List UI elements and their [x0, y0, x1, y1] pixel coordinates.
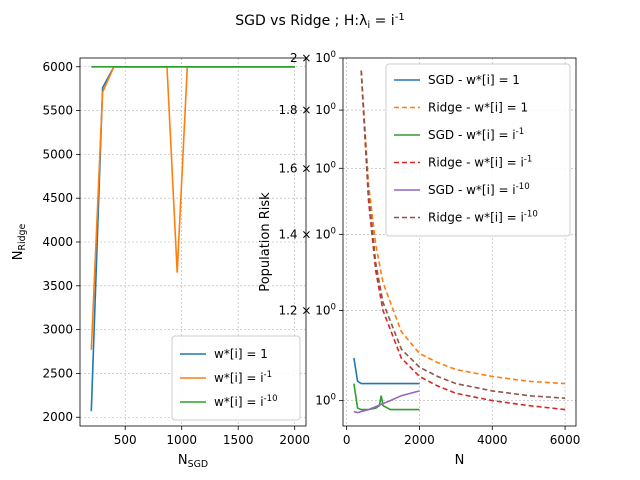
legend-entry: Ridge - w*[i] = i-1​: [428, 155, 532, 170]
y-axis-label: Population Risk: [258, 192, 273, 292]
y-tick-label: 3000: [42, 323, 73, 337]
legend-entry: w*[i] = 1: [214, 347, 268, 361]
y-axis-label: NRidge​: [11, 224, 28, 261]
x-tick-label: 1500: [223, 433, 254, 447]
y-tick-label: 100​: [315, 393, 336, 408]
axes-frame: [342, 57, 577, 427]
y-tick-label: 2 × 100​: [290, 50, 336, 65]
legend: SGD - w*[i] = 1 Ridge - w*[i] = 1 SGD - w*…: [385, 63, 571, 237]
y-tick-label: 4500: [42, 191, 73, 205]
x-tick-label: 1000: [166, 433, 197, 447]
figure-title: SGD vs Ridge ; H:λi​ = i-1​: [235, 12, 405, 31]
axes-frame: [79, 57, 307, 427]
x-tick-label: 6000: [550, 433, 581, 447]
y-tick-label: 2000: [42, 410, 73, 424]
series-line-6: [360, 70, 566, 399]
right-subplot: 0 2000 4000 6000 100​ 1.2 × 100​ 1.4 × 100​ 1.6…: [258, 50, 580, 468]
series-line-2: [360, 70, 566, 385]
y-tick-label: 5000: [42, 147, 73, 161]
legend: w*[i] = 1 w*[i] = i-1​ w*[i] = i-10​: [171, 335, 301, 421]
legend-entry: w*[i] = i-10​: [214, 394, 278, 409]
y-tick-label: 2500: [42, 366, 73, 380]
x-tick-label: 2000: [279, 433, 310, 447]
left-subplot: 500 1000 1500 2000 2000 2500 3000 3500 4000 4500 5…: [11, 57, 310, 470]
x-tick-label: 500: [114, 433, 137, 447]
x-tick-label: 2000: [404, 433, 435, 447]
y-tick-label: 1.2 × 100​: [278, 303, 336, 318]
y-tick-label: 5500: [42, 104, 73, 118]
legend-entry: SGD - w*[i] = i-10​: [428, 182, 530, 197]
y-tick-label: 1.6 × 100​: [278, 160, 336, 175]
x-tick-label: 0: [343, 433, 351, 447]
series-line-5: [353, 390, 420, 414]
legend-entry: w*[i] = i-1​: [214, 370, 272, 385]
legend-entry: Ridge - w*[i] = i-10​: [428, 210, 538, 225]
legend-box: [171, 335, 301, 421]
legend-entry: SGD - w*[i] = 1: [428, 73, 520, 87]
y-tick-label: 3500: [42, 279, 73, 293]
legend-box: [385, 63, 571, 237]
y-tick-label: 1.4 × 100​: [278, 226, 336, 241]
x-axis-label: N: [455, 453, 465, 468]
y-tick-label: 4000: [42, 235, 73, 249]
series-line-1: [353, 357, 420, 385]
x-axis-label: NSGD​: [178, 453, 208, 470]
legend-entry: Ridge - w*[i] = 1: [428, 101, 528, 115]
y-tick-label: 6000: [42, 60, 73, 74]
x-tick-label: 4000: [477, 433, 508, 447]
legend-entry: SGD - w*[i] = i-1​: [428, 127, 524, 142]
y-tick-label: 1.8 × 100​: [278, 102, 336, 117]
